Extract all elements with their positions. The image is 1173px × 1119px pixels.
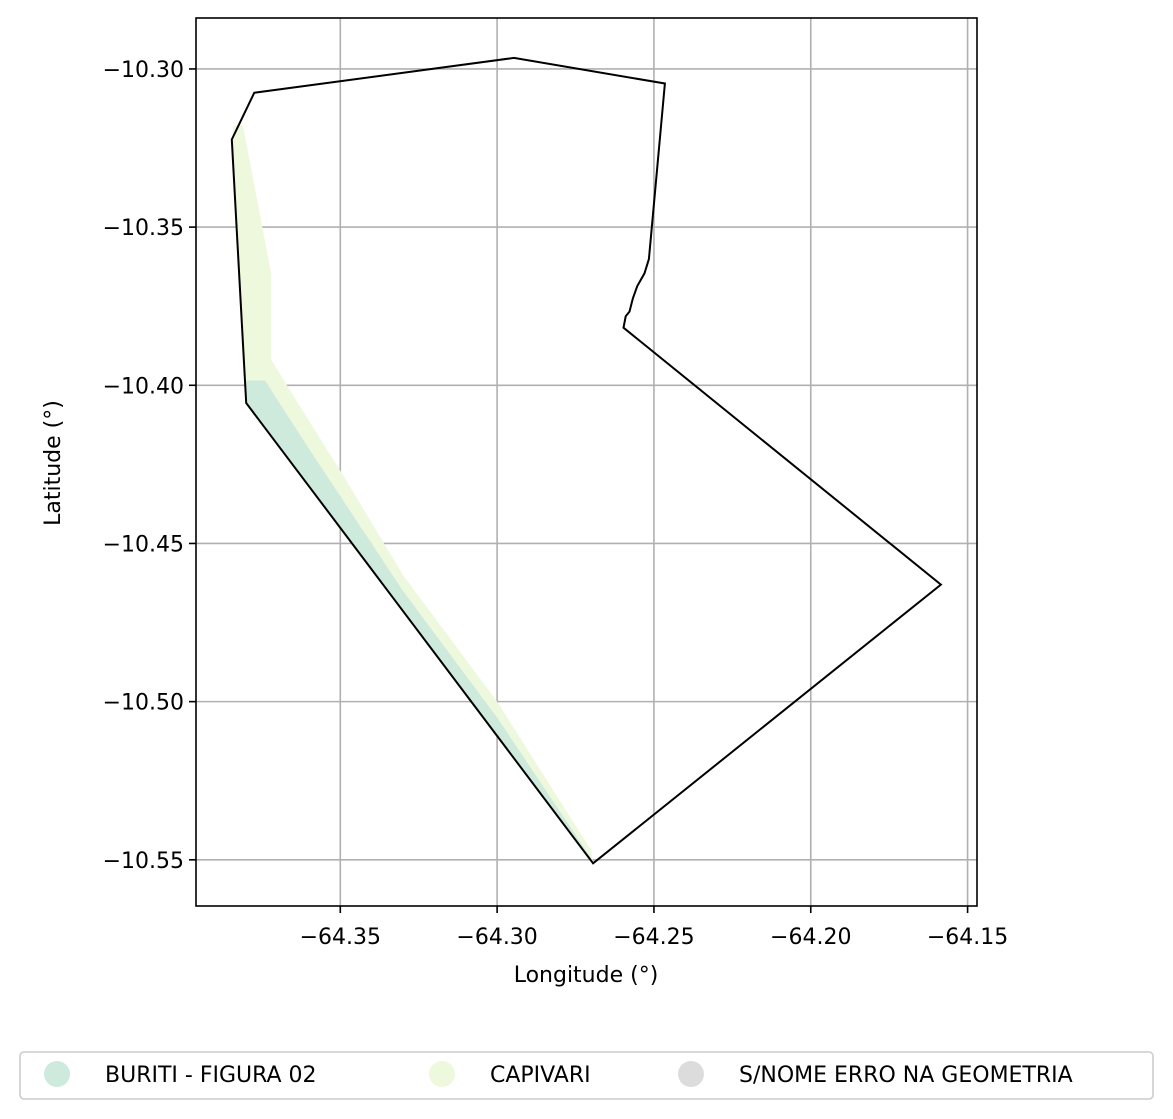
area-layer: [231, 125, 594, 864]
y-axis-label: Latitude (°): [41, 400, 66, 526]
legend-marker-snome: [678, 1061, 704, 1087]
legend-label-capivari: CAPIVARI: [490, 1063, 591, 1088]
y-tick-label: −10.45: [103, 532, 184, 557]
x-tick-label: −64.25: [613, 925, 694, 950]
x-axis-label: Longitude (°): [514, 963, 659, 988]
plot-frame: [195, 17, 978, 907]
x-tick-label: −64.35: [300, 925, 381, 950]
legend: BURITI - FIGURA 02 CAPIVARI S/NOME ERRO …: [19, 1051, 1154, 1100]
x-tick-label: −64.30: [456, 925, 537, 950]
grid-lines: [196, 18, 977, 906]
legend-frame: [19, 1051, 1154, 1100]
y-tick-label: −10.55: [103, 849, 184, 874]
property-boundary: [230, 56, 943, 865]
x-tick-label: −64.15: [927, 925, 1008, 950]
legend-marker-capivari: [429, 1061, 455, 1087]
y-tick-label: −10.50: [103, 691, 184, 716]
plot-area: [195, 17, 978, 907]
legend-marker-buriti: [44, 1061, 70, 1087]
y-tick-label: −10.40: [103, 374, 184, 399]
y-axis-ticks: −10.30 −10.35 −10.40 −10.45 −10.50 −10.55: [103, 58, 196, 874]
legend-label-buriti: BURITI - FIGURA 02: [105, 1063, 317, 1088]
y-tick-label: −10.35: [103, 216, 184, 241]
area-buriti-figura-02: [246, 380, 594, 864]
y-tick-label: −10.30: [103, 58, 184, 83]
legend-label-snome: S/NOME ERRO NA GEOMETRIA: [739, 1063, 1073, 1088]
x-tick-label: −64.20: [770, 925, 851, 950]
x-axis-ticks: −64.35 −64.30 −64.25 −64.20 −64.15: [300, 906, 1008, 950]
